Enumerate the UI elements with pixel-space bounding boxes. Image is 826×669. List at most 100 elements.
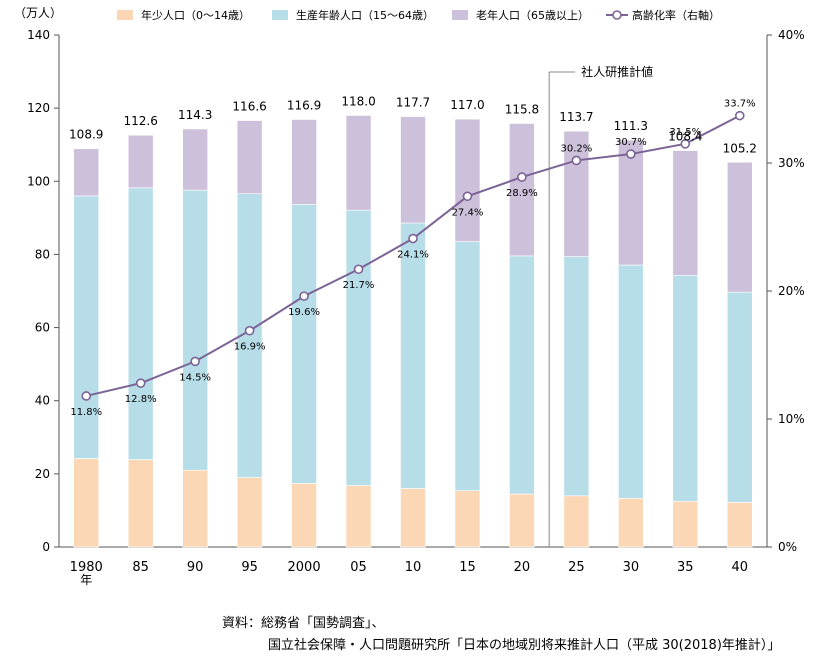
bar-total-label: 115.8 (505, 103, 539, 117)
x-tick-label: 85 (132, 560, 149, 575)
x-tick-label: 10 (405, 560, 422, 575)
bar-total-label: 114.3 (178, 108, 212, 122)
aging-rate-point (680, 139, 691, 149)
bar-segment (509, 123, 535, 257)
aging-rate-label: 19.6% (288, 307, 320, 318)
aging-rate-label: 27.4% (452, 207, 484, 218)
bars (73, 115, 753, 548)
aging-rate-line (81, 110, 745, 401)
axes: 0 20 40 60 80 100 120 140 0% 10% 20% 30% 40% （万人） 1980… (14, 6, 805, 587)
aging-rate-point (135, 378, 146, 388)
bar-segment (127, 134, 154, 189)
bar-total-label: 108.4 (668, 130, 702, 144)
bar-segment (400, 222, 426, 489)
aging-rate-label: 28.9% (506, 188, 538, 199)
legend-marker (612, 10, 622, 20)
bar-segment (291, 119, 317, 205)
bar-segment (563, 130, 590, 257)
aging-rate-point (734, 110, 745, 121)
y-tick-label: 140 (27, 28, 50, 42)
bar-segment (563, 495, 590, 548)
legend-swatch (117, 10, 133, 20)
bar-segment (509, 493, 535, 548)
bar-segment (618, 139, 644, 266)
bar-segment (563, 256, 590, 497)
bar-segment (726, 161, 753, 293)
bar-total-label: 116.6 (232, 100, 266, 114)
bar-segment (345, 115, 372, 211)
x-tick-label: 30 (623, 560, 640, 575)
bar-segment (618, 498, 644, 548)
aging-rate-label: 14.5% (179, 372, 211, 383)
aging-rate-point (81, 391, 92, 401)
aging-rate-label: 11.8% (70, 407, 102, 418)
y-tick-label: 100 (27, 174, 50, 188)
legend-swatch (452, 10, 468, 20)
bar-segment (345, 209, 372, 486)
aging-rate-label: 31.5% (669, 127, 701, 138)
aging-rate-label: 24.1% (397, 250, 429, 261)
aging-rate-point (244, 325, 255, 336)
bar-total-label: 113.7 (559, 110, 593, 124)
aging-rate-label: 12.8% (125, 394, 157, 405)
x-tick-label: 年 (80, 573, 92, 587)
bar-total-label: 108.9 (69, 128, 103, 142)
y2-tick-label: 20% (778, 284, 805, 298)
x-tick-label: 25 (568, 560, 585, 575)
aging-rate-label: 30.7% (615, 137, 647, 148)
aging-rate-point (353, 264, 364, 275)
x-tick-label: 90 (187, 560, 204, 575)
bar-total-label: 111.3 (614, 119, 648, 133)
bar-segment (400, 488, 426, 548)
bar-total-label: 105.2 (723, 141, 757, 155)
x-tick-label: 20 (514, 560, 531, 575)
aging-rate-label: 16.9% (234, 342, 266, 353)
bar-segment (182, 189, 208, 471)
bar-segment (345, 485, 372, 548)
bar-segment (454, 241, 481, 491)
bar-segment (509, 255, 535, 495)
bar-segment (454, 490, 481, 548)
aging-rate-label: 21.7% (343, 280, 375, 291)
aging-rate-point (299, 291, 309, 301)
bar-total-label: 112.6 (124, 114, 158, 128)
x-tick-label: 35 (677, 560, 694, 575)
bar-segment (618, 264, 644, 499)
bar-segment (672, 150, 699, 276)
bar-segment (454, 118, 481, 242)
source-line-2: 国立社会保障・人口問題研究所「日本の地域別将来推計人口（平成 30(2018)年… (268, 638, 781, 653)
bar-segment (400, 116, 426, 224)
aging-rate-point (190, 356, 200, 367)
y-tick-label: 20 (35, 467, 50, 481)
legend: 年少人口（0～14歳） 生産年齢人口（15～64歳） 老年人口（65歳以上） 高齢化率… (117, 8, 720, 22)
bar-total-label: 116.9 (287, 98, 321, 112)
legend-label: 年少人口（0～14歳） (141, 8, 250, 22)
bar-total-label: 117.0 (450, 98, 484, 112)
bar-total-label: 117.7 (396, 96, 430, 110)
data-labels: 108.9 112.6 114.3 116.6 116.9 118.0 117.7 117.0… (69, 94, 757, 418)
y-axis-label: （万人） (14, 6, 62, 20)
y2-tick-label: 0% (778, 540, 797, 554)
x-tick-label: 40 (731, 560, 748, 575)
bar-segment (672, 500, 699, 548)
aging-rate-label: 33.7% (724, 99, 756, 110)
aging-rate-point (517, 172, 527, 182)
bar-segment (182, 128, 208, 191)
bar-segment (291, 483, 317, 548)
aging-rate-label: 30.2% (560, 143, 592, 154)
bar-segment (127, 187, 154, 460)
x-tick-label: 2000 (288, 560, 321, 575)
x-tick-label: 1980 (70, 560, 103, 575)
y-tick-label: 0 (42, 540, 50, 554)
bar-segment (182, 469, 208, 548)
bar-segment (73, 195, 100, 459)
source-line-1: 資料：総務省「国勢調査」、 (222, 616, 385, 631)
x-tick-label: 95 (241, 560, 258, 575)
bar-segment (726, 502, 753, 548)
legend-label: 高齢化率（右軸） (632, 8, 720, 22)
bar-total-label: 118.0 (341, 94, 375, 108)
legend-label: 老年人口（65歳以上） (476, 8, 589, 22)
bar-segment (236, 120, 263, 195)
y-tick-label: 120 (27, 101, 50, 115)
